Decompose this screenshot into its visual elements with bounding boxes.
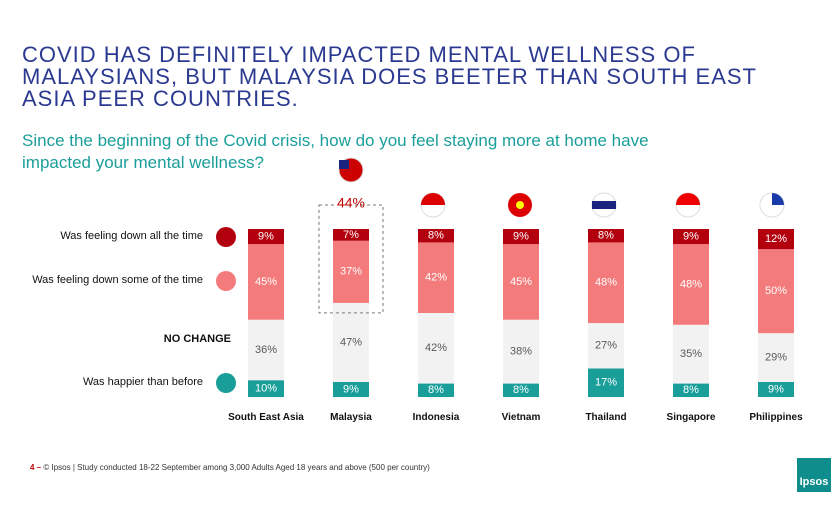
- bar-segment: [418, 313, 454, 384]
- value-label: 12%: [765, 233, 787, 245]
- legend-label: Was feeling down some of the time: [32, 274, 203, 286]
- bar-segment: [248, 244, 284, 320]
- x-tick-label: South East Asia: [228, 412, 304, 423]
- footer: 4 – © Ipsos | Study conducted 18-22 Sept…: [30, 463, 430, 472]
- value-label: 9%: [768, 383, 784, 395]
- value-label: 9%: [343, 383, 359, 395]
- bar-segment: [418, 229, 454, 243]
- title: COVID HAS DEFINITELY IMPACTED MENTAL WEL…: [22, 42, 757, 111]
- bar-segment: [333, 240, 369, 303]
- logo: Ipsos: [797, 458, 831, 492]
- x-tick-label: Vietnam: [501, 412, 541, 423]
- value-label: 8%: [428, 384, 444, 396]
- footer-text: © Ipsos | Study conducted 18-22 Septembe…: [43, 463, 430, 472]
- legend-label: NO CHANGE: [163, 333, 231, 345]
- bar-segment: [673, 383, 709, 397]
- bar-segment: [248, 229, 284, 245]
- value-label: 35%: [680, 348, 702, 360]
- value-label: 8%: [513, 384, 529, 396]
- bar-segment: [248, 380, 284, 397]
- bar-segment: [333, 381, 369, 397]
- value-label: 36%: [255, 344, 277, 356]
- subtitle: Since the beginning of the Covid crisis,…: [22, 131, 649, 172]
- value-label: 27%: [595, 340, 617, 352]
- value-label: 9%: [513, 230, 529, 242]
- value-label: 45%: [510, 276, 532, 288]
- value-label: 47%: [340, 336, 362, 348]
- bar-segment: [418, 383, 454, 397]
- x-tick-label: Indonesia: [412, 412, 460, 423]
- value-label: 9%: [258, 230, 274, 242]
- bar-segment: [588, 368, 624, 397]
- bar-segment: [333, 302, 369, 382]
- x-tick-label: Philippines: [749, 412, 803, 423]
- bar-segment: [588, 229, 624, 243]
- value-label: 10%: [255, 383, 277, 395]
- bar-segment: [758, 249, 794, 334]
- x-tick-label: Singapore: [666, 412, 716, 423]
- value-label: 8%: [428, 230, 444, 242]
- legend-marker: [216, 271, 236, 291]
- bar-segment: [418, 242, 454, 313]
- bar-segment: [758, 333, 794, 382]
- bar-segment: [758, 229, 794, 250]
- value-label: 29%: [765, 351, 787, 363]
- value-label: 9%: [683, 230, 699, 242]
- x-tick-label: Thailand: [585, 412, 627, 423]
- bar-segment: [333, 229, 369, 241]
- legend-label: Was feeling down all the time: [60, 230, 203, 242]
- bar-segment: [758, 381, 794, 397]
- value-label: 8%: [683, 384, 699, 396]
- x-tick-label: Malaysia: [330, 412, 372, 423]
- bar-segment: [673, 229, 709, 245]
- value-label: 45%: [255, 276, 277, 288]
- annotation-box: [318, 204, 384, 314]
- bar-segment: [673, 324, 709, 384]
- bar-segment: [588, 323, 624, 369]
- value-label: 50%: [765, 285, 787, 297]
- bar-segment: [503, 383, 539, 397]
- bar-segment: [503, 319, 539, 384]
- value-label: 7%: [343, 229, 359, 241]
- bar-segment: [588, 242, 624, 324]
- legend-label: Was happier than before: [82, 376, 203, 388]
- legend-marker: [216, 373, 236, 393]
- value-label: 37%: [340, 266, 362, 278]
- bar-segment: [673, 244, 709, 325]
- flags: [338, 157, 785, 218]
- value-label: 42%: [425, 342, 447, 354]
- bar-segment: [503, 229, 539, 245]
- legend-marker: [216, 227, 236, 247]
- bar-segment: [248, 319, 284, 381]
- page-number: 4 –: [30, 463, 42, 472]
- value-label: 17%: [595, 377, 617, 389]
- value-label: 38%: [510, 346, 532, 358]
- value-label: 48%: [595, 277, 617, 289]
- value-label: 8%: [598, 230, 614, 242]
- bar-segment: [503, 244, 539, 320]
- value-label: 42%: [425, 272, 447, 284]
- value-label: 48%: [680, 278, 702, 290]
- annotation: 44%: [337, 195, 365, 211]
